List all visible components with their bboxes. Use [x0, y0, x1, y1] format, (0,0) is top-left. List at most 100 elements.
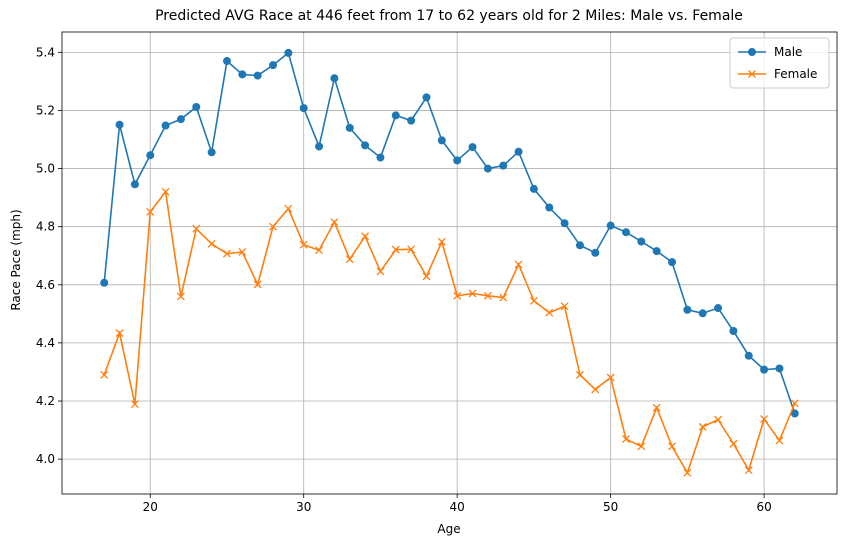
point-male — [606, 221, 615, 230]
point-male — [176, 115, 185, 124]
point-female — [238, 247, 247, 256]
y-tick-label: 5.2 — [36, 103, 55, 117]
point-female — [698, 422, 707, 431]
y-tick-label: 5.0 — [36, 162, 55, 176]
point-male — [253, 71, 262, 80]
y-tick-label: 4.6 — [36, 278, 55, 292]
point-female — [622, 435, 630, 444]
legend-marker-male — [748, 48, 756, 56]
point-male — [130, 180, 139, 189]
y-tick-label: 4.0 — [36, 452, 55, 466]
point-male — [683, 305, 692, 314]
y-tick-label: 4.8 — [36, 220, 55, 234]
point-male — [468, 143, 477, 152]
x-tick-label: 60 — [756, 500, 771, 514]
point-female — [468, 289, 477, 298]
y-tick-label: 4.2 — [36, 394, 55, 408]
point-male — [729, 326, 738, 335]
point-male — [760, 365, 769, 374]
point-male — [545, 203, 554, 212]
point-female — [453, 291, 462, 300]
point-female — [668, 442, 676, 451]
legend-label-female: Female — [774, 67, 817, 81]
point-female — [560, 302, 569, 311]
point-male — [192, 102, 201, 111]
point-female — [760, 415, 769, 423]
point-female — [100, 370, 109, 379]
series-layer — [100, 48, 799, 477]
point-female — [744, 466, 753, 475]
point-male — [146, 151, 155, 160]
x-axis: 20 30 40 50 60 — [143, 494, 772, 514]
point-female — [591, 385, 600, 394]
point-male — [422, 93, 431, 102]
point-female — [422, 272, 431, 281]
legend-label-male: Male — [774, 45, 802, 59]
point-male — [698, 309, 707, 318]
point-female — [299, 240, 308, 249]
point-female — [284, 204, 293, 213]
point-male — [376, 153, 385, 162]
point-male — [299, 104, 308, 113]
point-male — [668, 258, 677, 267]
point-female — [499, 293, 508, 302]
point-female — [269, 222, 277, 231]
point-female — [545, 308, 554, 317]
point-female — [407, 245, 416, 254]
point-female — [437, 237, 446, 246]
point-male — [591, 248, 600, 257]
point-female — [652, 403, 661, 412]
point-male — [161, 121, 170, 130]
point-female — [192, 224, 201, 233]
point-male — [222, 57, 231, 66]
legend: Male Female — [729, 37, 830, 89]
x-axis-label: Age — [437, 522, 460, 536]
point-female — [361, 232, 370, 241]
point-female — [161, 187, 170, 196]
point-male — [790, 409, 799, 418]
y-tick-label: 5.4 — [36, 45, 55, 59]
point-female — [391, 245, 400, 254]
point-male — [744, 351, 753, 360]
x-tick-label: 20 — [143, 500, 158, 514]
point-female — [575, 370, 584, 379]
point-male — [575, 241, 584, 250]
series-line-male — [103, 51, 796, 414]
point-male — [269, 61, 278, 70]
point-female — [130, 400, 139, 409]
point-male — [453, 156, 462, 165]
point-female — [606, 373, 615, 382]
point-male — [315, 142, 324, 151]
series-male — [100, 48, 799, 418]
point-male — [499, 161, 508, 170]
chart-title: Predicted AVG Race at 446 feet from 17 t… — [155, 8, 743, 24]
x-tick-label: 40 — [450, 500, 465, 514]
point-female — [345, 255, 354, 264]
point-female — [376, 267, 385, 276]
point-male — [330, 74, 339, 83]
point-male — [652, 247, 661, 256]
point-male — [621, 228, 630, 237]
point-female — [637, 442, 646, 451]
point-male — [100, 278, 109, 287]
y-tick-label: 4.4 — [36, 336, 55, 350]
x-tick-label: 50 — [603, 500, 618, 514]
point-male — [437, 136, 446, 145]
y-axis-label: Race Pace (mph) — [9, 209, 23, 310]
point-female — [330, 218, 339, 226]
point-male — [483, 164, 492, 173]
point-male — [637, 237, 646, 246]
point-male — [560, 219, 569, 228]
point-male — [391, 111, 400, 120]
point-male — [514, 147, 523, 156]
point-male — [407, 116, 416, 125]
point-female — [115, 329, 124, 337]
point-male — [529, 184, 538, 193]
point-male — [345, 123, 354, 132]
point-male — [714, 304, 723, 313]
point-male — [238, 70, 247, 79]
point-female — [315, 246, 324, 255]
point-male — [284, 48, 293, 57]
point-female — [790, 399, 799, 408]
point-female — [729, 439, 738, 448]
